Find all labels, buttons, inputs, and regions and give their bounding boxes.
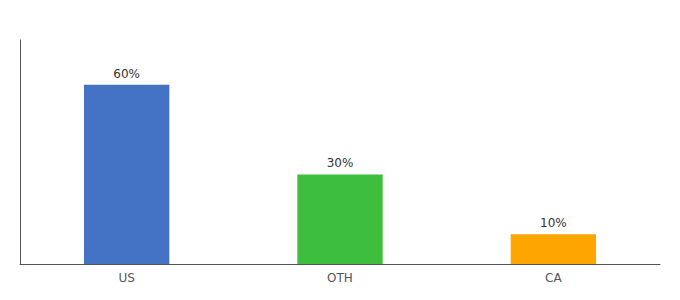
svg-text:60%: 60% [113,67,140,81]
svg-text:OTH: OTH [327,271,353,285]
svg-text:US: US [118,271,134,285]
svg-text:30%: 30% [327,156,354,170]
svg-text:CA: CA [545,271,562,285]
svg-text:10%: 10% [540,216,567,230]
